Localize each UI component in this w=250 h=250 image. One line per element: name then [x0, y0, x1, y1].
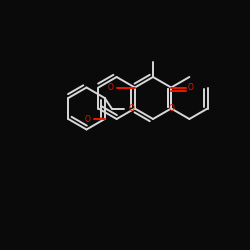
- Text: O: O: [107, 83, 113, 92]
- Text: O: O: [168, 104, 174, 113]
- Text: O: O: [85, 114, 91, 124]
- Text: O: O: [188, 83, 194, 92]
- Text: O: O: [129, 104, 134, 113]
